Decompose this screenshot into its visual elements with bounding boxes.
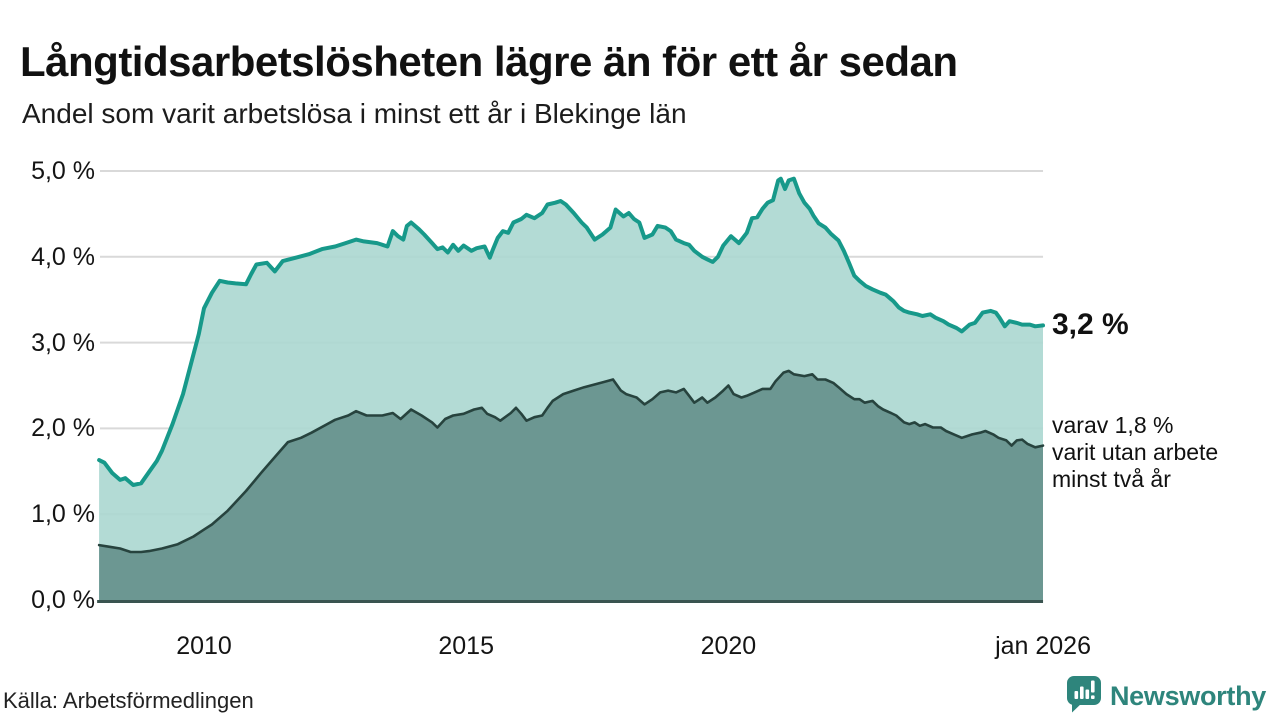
series-two-year-area bbox=[99, 370, 1044, 600]
secondary-annotation-line-3: minst två år bbox=[1052, 466, 1171, 492]
x-tick-2010: 2010 bbox=[176, 632, 232, 660]
y-tick-1: 1,0 % bbox=[31, 500, 95, 529]
secondary-annotation-line-1: varav 1,8 % bbox=[1052, 412, 1174, 438]
newsworthy-logo: Newsworthy bbox=[1065, 676, 1266, 716]
x-tick-2020: 2020 bbox=[700, 632, 757, 660]
y-tick-3: 3,0 % bbox=[31, 328, 95, 357]
y-tick-4: 4,0 % bbox=[31, 242, 95, 271]
x-tick-jan-2026: jan 2026 bbox=[995, 632, 1091, 660]
latest-value-label: 3,2 % bbox=[1052, 308, 1129, 341]
y-tick-2: 2,0 % bbox=[31, 414, 95, 443]
secondary-annotation: varav 1,8 % varit utan arbete minst två … bbox=[1052, 412, 1218, 493]
chart-subtitle: Andel som varit arbetslösa i minst ett å… bbox=[22, 98, 687, 129]
x-tick-2015: 2015 bbox=[438, 632, 494, 660]
secondary-annotation-line-2: varit utan arbete bbox=[1052, 439, 1219, 465]
source-credit: Källa: Arbetsförmedlingen bbox=[3, 688, 254, 713]
bar-chart-pin-icon bbox=[1065, 674, 1102, 718]
series-two-year-line bbox=[97, 369, 1045, 554]
y-tick-0: 0,0 % bbox=[31, 586, 95, 614]
series-total-line bbox=[97, 176, 1045, 487]
y-tick-5: 5,0 % bbox=[31, 157, 95, 185]
brand-name: Newsworthy bbox=[1109, 680, 1266, 711]
page-title: Långtidsarbetslösheten lägre än för ett … bbox=[20, 38, 958, 86]
